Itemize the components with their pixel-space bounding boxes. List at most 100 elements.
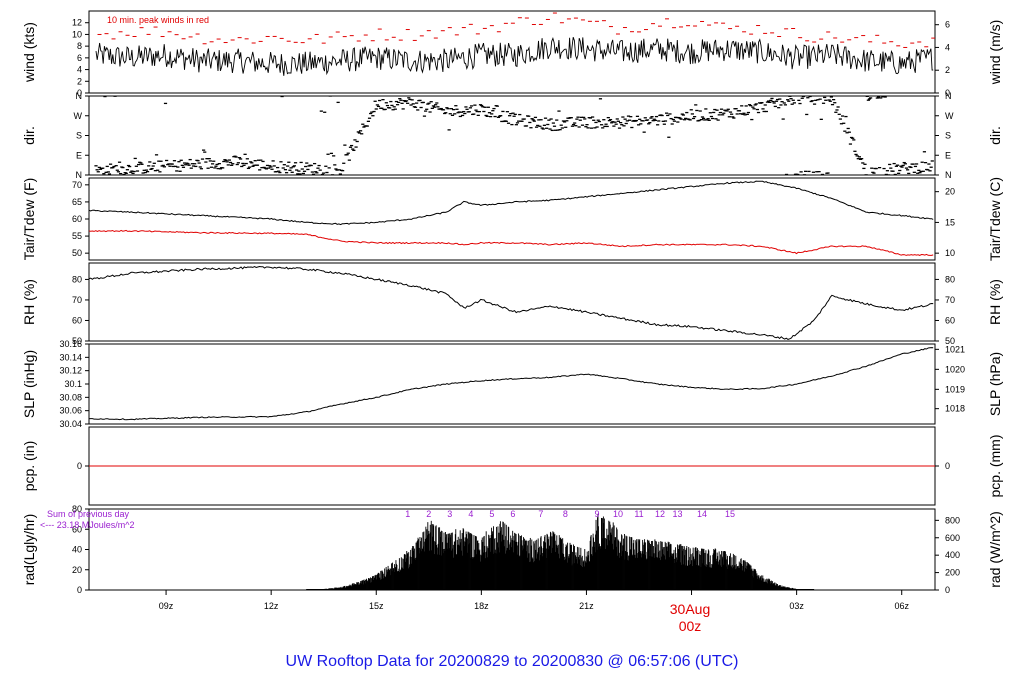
ylabel-right: SLP (hPa) (987, 352, 1003, 416)
ylabel-right: pcp. (mm) (987, 435, 1003, 498)
panel-temperature-and-dewpoint: Tair/Tdew (F) Tair/Tdew (C) 50 55 60 65 70 10 15… (21, 177, 1003, 261)
left-tick-label: 20 (72, 565, 82, 575)
series-relative-humidity (89, 265, 934, 340)
series-wind (95, 37, 934, 76)
left-tick-label: 30.14 (59, 352, 82, 362)
panel-frame (88, 95, 936, 176)
sun-hour-label: 7 (538, 509, 543, 519)
sun-hour-label: 14 (697, 509, 707, 519)
sun-hour-label: 5 (489, 509, 494, 519)
left-tick-label: 30.04 (59, 419, 82, 429)
right-tick-label: 0 (945, 461, 950, 471)
left-tick-label: 4 (77, 65, 82, 75)
panel-frame (88, 343, 936, 425)
ylabel-left: wind (kts) (21, 22, 37, 83)
sun-hour-label: 3 (447, 509, 452, 519)
right-tick-label: 1021 (945, 344, 965, 354)
left-tick-label: 30.08 (59, 392, 82, 402)
right-tick-label: 50 (945, 336, 955, 346)
left-tick-label: 80 (72, 504, 82, 514)
left-tick-label: 65 (72, 197, 82, 207)
plot-area (94, 96, 934, 175)
ylabel-left: dir. (21, 126, 37, 145)
x-tick-label: 15z (369, 601, 384, 611)
panel-frame (88, 10, 936, 94)
right-tick-label: 400 (945, 550, 960, 560)
panel-solar-radiation: rad(Lgly/hr) rad (W/m^2)02040608002004006… (21, 504, 1003, 595)
plot-area (89, 180, 934, 256)
series-tair (89, 180, 934, 226)
right-tick-label: 70 (945, 295, 955, 305)
x-tick-label: 03z (789, 601, 804, 611)
right-tick-label: 200 (945, 568, 960, 578)
left-tick-label: 30.12 (59, 366, 82, 376)
right-tick-label: 0 (945, 88, 950, 98)
panel-relative-humidity: RH (%) RH (%) 50 60 70 80 50 60 70 80 (21, 262, 1003, 346)
ylabel-right: Tair/Tdew (C) (987, 177, 1003, 261)
ylabel-left: Tair/Tdew (F) (21, 178, 37, 260)
left-tick-label: 0 (77, 461, 82, 471)
left-tick-label: 50 (72, 248, 82, 258)
left-tick-label: 6 (77, 53, 82, 63)
x-tick-label: 21z (579, 601, 594, 611)
sun-hour-label: 12 (655, 509, 665, 519)
sun-hour-label: 9 (594, 509, 599, 519)
left-tick-label: 50 (72, 336, 82, 346)
right-tick-label: 80 (945, 274, 955, 284)
ylabel-right: RH (%) (987, 279, 1003, 325)
x-tick-label: 06z (894, 601, 909, 611)
panel-frame (88, 177, 936, 261)
left-tick-label: 0 (77, 88, 82, 98)
date-label-line1: 30Aug (670, 601, 710, 617)
ylabel-right: dir. (987, 126, 1003, 145)
left-tick-label: 80 (72, 274, 82, 284)
panel-frame (88, 262, 936, 342)
plot-area (306, 514, 815, 590)
sun-hour-label: 10 (613, 509, 623, 519)
left-tick-label: 60 (72, 315, 82, 325)
ylabel-left: rad(Lgly/hr) (21, 514, 37, 586)
date-label-line2: 00z (679, 618, 702, 634)
left-tick-label: 30.1 (64, 379, 82, 389)
sun-hour-label: 15 (725, 509, 735, 519)
sun-hour-label: 4 (468, 509, 473, 519)
left-tick-label: 0 (77, 585, 82, 595)
plot-area (89, 265, 934, 340)
right-tick-label: 15 (945, 217, 955, 227)
right-tick-label: E (945, 150, 951, 160)
time-axis: 09z 12z 15z 18z 21z 03z 06z (159, 590, 909, 611)
radiation-sum-note-1: Sum of previous day (47, 509, 130, 519)
ylabel-left: SLP (inHg) (21, 350, 37, 418)
ylabel-left: RH (%) (21, 279, 37, 325)
left-tick-label: 10 (72, 29, 82, 39)
x-tick-label: 12z (264, 601, 279, 611)
ylabel-right: rad (W/m^2) (987, 511, 1003, 588)
left-tick-label: 2 (77, 76, 82, 86)
left-tick-label: 60 (72, 524, 82, 534)
x-tick-label: 18z (474, 601, 489, 611)
ylabel-left: pcp. (in) (21, 441, 37, 492)
left-tick-label: 30.06 (59, 406, 82, 416)
left-tick-label: 70 (72, 295, 82, 305)
left-tick-label: N (76, 170, 83, 180)
left-tick-label: 55 (72, 231, 82, 241)
right-tick-label: W (945, 111, 954, 121)
radiation-sum-note-2: <--- 23.18 MJoules/m^2 (40, 520, 135, 530)
right-tick-label: 2 (945, 65, 950, 75)
wind-peak-note: 10 min. peak winds in red (107, 15, 209, 25)
right-tick-label: 6 (945, 20, 950, 30)
ylabel-right: wind (m/s) (987, 20, 1003, 86)
right-tick-label: 10 (945, 248, 955, 258)
series-sea-level-pressure (89, 347, 934, 421)
right-tick-label: 0 (945, 585, 950, 595)
sun-hour-label: 13 (673, 509, 683, 519)
left-tick-label: 12 (72, 18, 82, 28)
left-tick-label: N (76, 91, 83, 101)
sun-hour-label: 8 (563, 509, 568, 519)
chart-title: UW Rooftop Data for 20200829 to 20200830… (286, 653, 739, 670)
right-tick-label: N (945, 91, 952, 101)
panel-precipitation: pcp. (in) pcp. (mm) 0 0 (21, 426, 1003, 506)
